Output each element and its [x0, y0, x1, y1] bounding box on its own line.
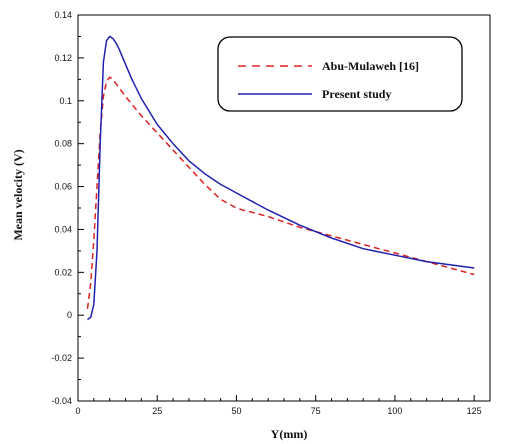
- series-line-present-study: [87, 35, 475, 321]
- series-line-abu-mulaweh: [86, 76, 475, 309]
- y-tick-label: -0.02: [51, 353, 72, 363]
- y-tick-label: 0.02: [54, 267, 72, 277]
- series-layer: [86, 35, 475, 321]
- y-tick-label: 0.1: [59, 96, 72, 106]
- y-tick-label: -0.04: [51, 396, 72, 406]
- legend-label-abu-mulaweh: Abu-Mulaweh [16]: [322, 59, 419, 73]
- x-tick-label: 25: [152, 406, 162, 416]
- y-axis-ticks: -0.04 -0.02 0 0.02 0.04 0.06 0.08 0.1 0.12 0.14: [51, 10, 84, 406]
- y-tick-label: 0.04: [54, 224, 72, 234]
- legend: Abu-Mulaweh [16] Present study: [217, 36, 463, 112]
- y-tick-label: 0.06: [54, 182, 72, 192]
- y-tick-label: 0: [67, 310, 72, 320]
- y-tick-label: 0.08: [54, 139, 72, 149]
- x-tick-label: 0: [75, 406, 80, 416]
- y-tick-label: 0.12: [54, 53, 72, 63]
- x-tick-label: 125: [467, 406, 482, 416]
- x-tick-label: 50: [231, 406, 241, 416]
- x-tick-label: 100: [387, 406, 402, 416]
- x-axis-ticks: 0 25 50 75 100 125: [75, 395, 482, 416]
- legend-box: [217, 36, 463, 112]
- x-axis-title: Y(mm): [271, 427, 308, 441]
- y-tick-label: 0.14: [54, 10, 72, 20]
- y-axis-title: Mean velocity (V): [11, 149, 25, 240]
- x-tick-label: 75: [311, 406, 321, 416]
- legend-label-present-study: Present study: [322, 87, 391, 101]
